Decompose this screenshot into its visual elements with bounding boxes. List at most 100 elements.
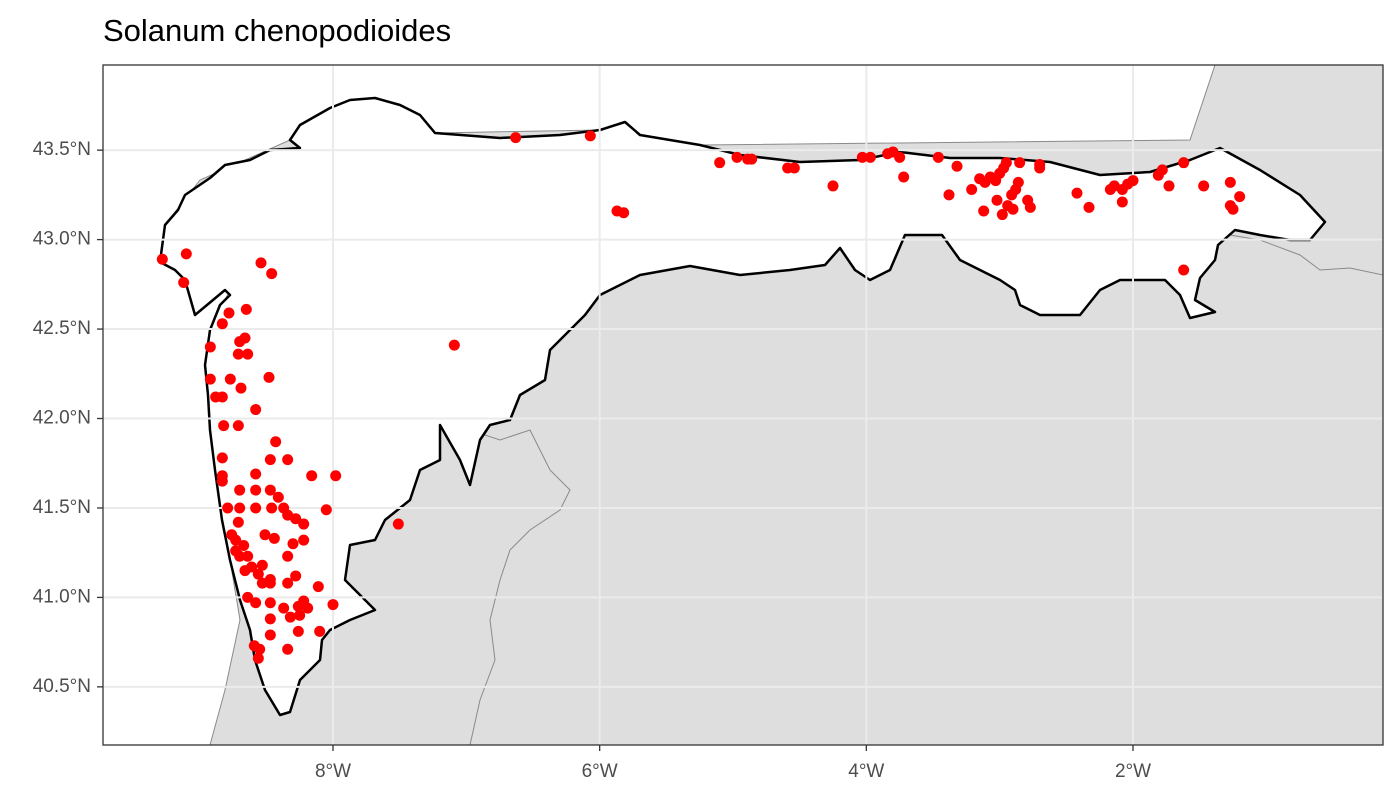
occurrence-point: [788, 162, 800, 174]
occurrence-point: [714, 157, 726, 169]
y-tick-label: 43.0°N: [33, 229, 91, 250]
occurrence-point: [966, 184, 978, 196]
occurrence-point: [232, 420, 244, 432]
occurrence-point: [1227, 203, 1239, 215]
occurrence-point: [1178, 264, 1190, 276]
occurrence-point: [731, 151, 743, 163]
occurrence-point: [239, 332, 251, 344]
points-layer: [156, 130, 1246, 664]
occurrence-point: [264, 629, 276, 641]
occurrence-point: [263, 371, 275, 383]
occurrence-point: [204, 373, 216, 385]
occurrence-point: [234, 502, 246, 514]
occurrence-point: [298, 595, 310, 607]
occurrence-point: [294, 609, 306, 621]
occurrence-point: [292, 625, 304, 637]
occurrence-point: [266, 268, 278, 280]
occurrence-point: [264, 613, 276, 625]
occurrence-point: [234, 484, 246, 496]
occurrence-point: [264, 454, 276, 466]
occurrence-point: [330, 470, 342, 482]
occurrence-point: [235, 382, 247, 394]
occurrence-point: [320, 504, 332, 516]
occurrence-point: [282, 577, 294, 589]
occurrence-point: [290, 570, 302, 582]
occurrence-point: [178, 277, 190, 289]
occurrence-point: [156, 253, 168, 265]
x-tick-label: 4°W: [848, 761, 884, 782]
occurrence-point: [282, 550, 294, 562]
occurrence-point: [238, 540, 250, 552]
occurrence-point: [282, 454, 294, 466]
occurrence-point: [327, 599, 339, 611]
occurrence-point: [240, 303, 252, 315]
occurrence-point: [827, 180, 839, 192]
y-tick-label: 41.5°N: [33, 497, 91, 518]
occurrence-point: [1234, 191, 1246, 203]
occurrence-point: [1034, 162, 1046, 174]
occurrence-point: [746, 153, 758, 165]
occurrence-point: [1178, 157, 1190, 169]
occurrence-point: [1007, 203, 1019, 215]
occurrence-point: [242, 348, 254, 360]
occurrence-point: [223, 307, 235, 319]
occurrence-point: [264, 577, 276, 589]
occurrence-point: [290, 513, 302, 525]
occurrence-point: [180, 248, 192, 260]
occurrence-point: [216, 391, 228, 403]
map-layer: [158, 65, 1383, 745]
occurrence-point: [306, 470, 318, 482]
occurrence-point: [216, 475, 228, 487]
occurrence-point: [230, 534, 242, 546]
occurrence-point: [216, 318, 228, 330]
plot-frame: [102, 64, 1384, 746]
occurrence-point: [287, 538, 299, 550]
occurrence-point: [254, 643, 266, 655]
y-tick-label: 41.0°N: [33, 586, 91, 607]
occurrence-point: [232, 516, 244, 528]
occurrence-point: [932, 151, 944, 163]
occurrence-point: [864, 151, 876, 163]
occurrence-point: [252, 652, 264, 664]
occurrence-point: [266, 502, 278, 514]
study-area: [158, 96, 1327, 717]
occurrence-point: [1116, 196, 1128, 208]
occurrence-point: [991, 194, 1003, 206]
occurrence-point: [259, 529, 271, 541]
y-tick-label: 42.0°N: [33, 408, 91, 429]
occurrence-point: [1083, 201, 1095, 213]
chart-title: Solanum chenopodioides: [103, 13, 451, 48]
occurrence-point: [392, 518, 404, 530]
occurrence-point: [298, 534, 310, 546]
occurrence-point: [1012, 176, 1024, 188]
occurrence-point: [278, 602, 290, 614]
occurrence-point: [996, 209, 1008, 221]
occurrence-point: [222, 502, 234, 514]
occurrence-point: [618, 207, 630, 219]
occurrence-point: [284, 611, 296, 623]
occurrence-point: [255, 257, 267, 269]
occurrence-point: [268, 532, 280, 544]
occurrence-point: [856, 151, 868, 163]
x-tick-label: 2°W: [1115, 761, 1151, 782]
occurrence-point: [448, 339, 460, 351]
occurrence-point: [242, 591, 254, 603]
occurrence-point: [242, 550, 254, 562]
occurrence-point: [252, 568, 264, 580]
occurrence-point: [218, 420, 230, 432]
occurrence-point: [898, 171, 910, 183]
occurrence-point: [978, 205, 990, 217]
occurrence-point: [264, 484, 276, 496]
occurrence-point: [1071, 187, 1083, 199]
occurrence-point: [250, 404, 262, 416]
occurrence-point: [272, 491, 284, 503]
occurrence-point: [246, 561, 258, 573]
occurrence-point: [1156, 164, 1168, 176]
occurrence-point: [943, 189, 955, 201]
occurrence-point: [1198, 180, 1210, 192]
x-tick-label: 8°W: [315, 761, 351, 782]
occurrence-point: [1224, 176, 1236, 188]
occurrence-point: [256, 559, 268, 571]
occurrence-point: [1024, 201, 1036, 213]
occurrence-point: [232, 348, 244, 360]
